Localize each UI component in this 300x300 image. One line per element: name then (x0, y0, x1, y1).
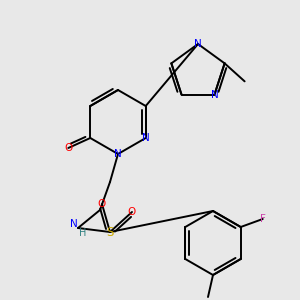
Text: N: N (194, 39, 202, 49)
Text: N: N (142, 133, 150, 143)
Text: O: O (98, 199, 106, 209)
Text: S: S (106, 226, 114, 238)
Text: N: N (70, 219, 78, 229)
Text: N: N (211, 90, 218, 100)
Text: F: F (260, 214, 266, 224)
Text: H: H (79, 228, 87, 238)
Text: O: O (64, 143, 72, 153)
Text: O: O (128, 207, 136, 217)
Text: N: N (114, 149, 122, 159)
